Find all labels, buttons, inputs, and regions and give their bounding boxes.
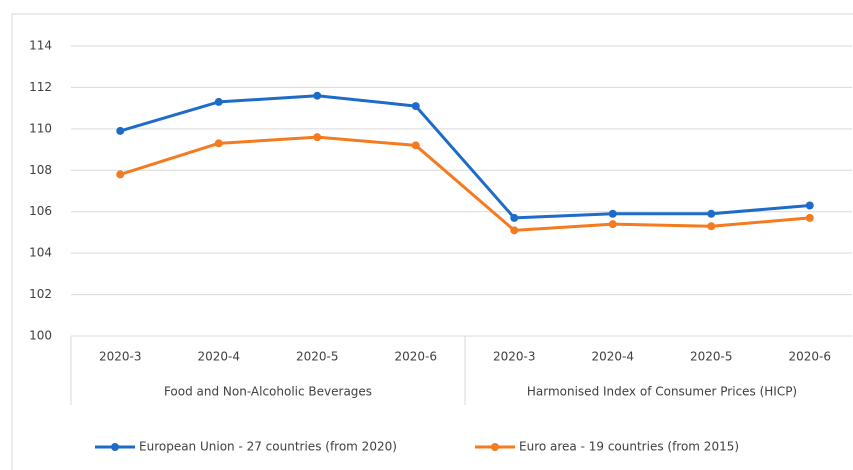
- x-tick-label: 2020-3: [99, 350, 142, 364]
- x-tick-label: 2020-5: [690, 350, 733, 364]
- data-point: [510, 213, 519, 222]
- y-tick-label: 112: [29, 80, 52, 94]
- y-tick-label: 110: [29, 121, 52, 135]
- data-point: [608, 209, 617, 218]
- legend-label: European Union - 27 countries (from 2020…: [139, 440, 397, 454]
- y-tick-label: 108: [29, 163, 52, 177]
- data-point: [707, 222, 716, 231]
- data-point: [313, 133, 322, 142]
- y-tick-label: 114: [29, 39, 52, 53]
- x-tick-label: 2020-6: [394, 350, 437, 364]
- data-point: [116, 126, 125, 135]
- x-tick-label: 2020-4: [197, 350, 240, 364]
- legend-label: Euro area - 19 countries (from 2015): [519, 440, 739, 454]
- y-tick-label: 104: [29, 246, 52, 260]
- data-point: [313, 91, 322, 100]
- y-tick-label: 102: [29, 287, 52, 301]
- y-tick-label: 100: [29, 329, 52, 343]
- x-tick-label: 2020-3: [493, 350, 536, 364]
- legend-marker: [111, 443, 119, 451]
- data-point: [411, 102, 420, 111]
- series-line: [119, 135, 810, 232]
- data-point: [116, 170, 125, 179]
- y-tick-label: 106: [29, 204, 52, 218]
- x-tick-label: 2020-5: [296, 350, 339, 364]
- group-label: Food and Non-Alcoholic Beverages: [164, 385, 372, 399]
- data-point: [510, 226, 519, 235]
- data-point: [214, 139, 223, 148]
- group-label: Harmonised Index of Consumer Prices (HIC…: [527, 385, 797, 399]
- series-line: [119, 94, 810, 220]
- data-point: [411, 141, 420, 150]
- x-tick-label: 2020-4: [591, 350, 634, 364]
- data-point: [707, 209, 716, 218]
- x-tick-label: 2020-6: [788, 350, 831, 364]
- data-point: [214, 97, 223, 106]
- data-point: [805, 201, 814, 210]
- data-point: [805, 213, 814, 222]
- data-point: [608, 220, 617, 229]
- chart-frame: [11, 13, 853, 470]
- legend-marker: [491, 443, 499, 451]
